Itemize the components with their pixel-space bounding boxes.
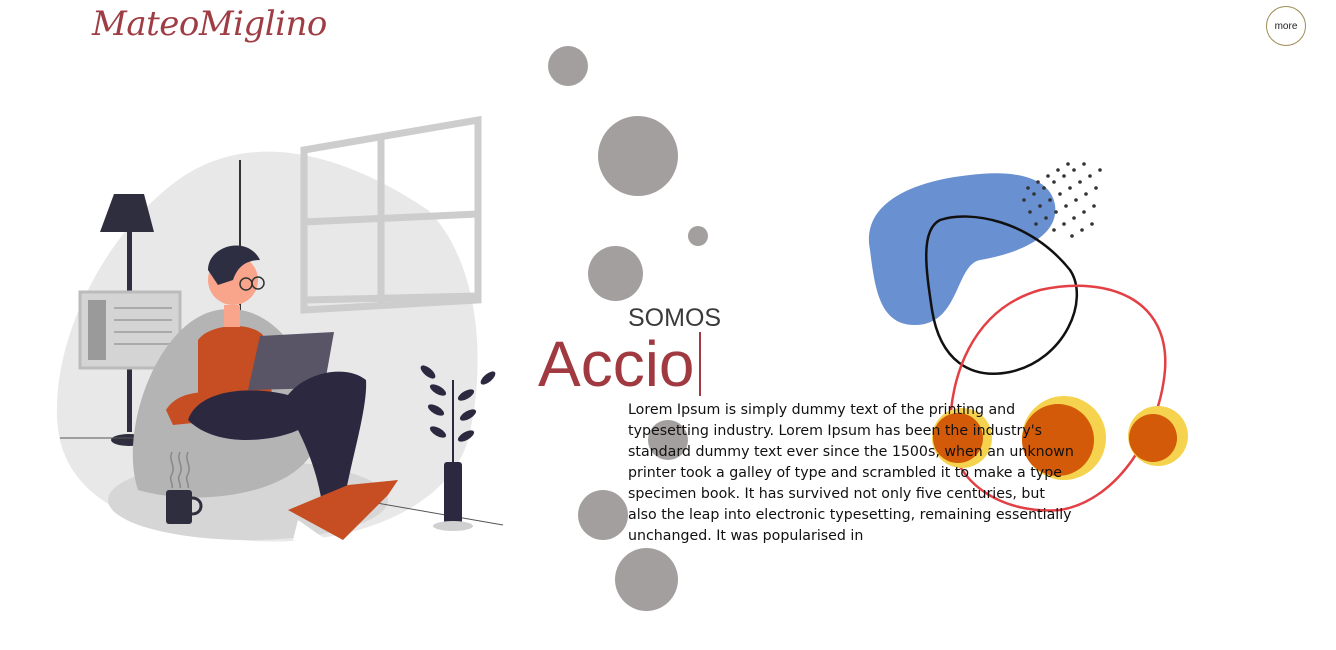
decorative-bubble bbox=[588, 246, 643, 301]
decorative-bubble bbox=[648, 420, 688, 460]
person-with-laptop-illustration bbox=[56, 115, 504, 565]
hero-eyebrow: SOMOS bbox=[628, 304, 722, 332]
decorative-bubble bbox=[548, 46, 588, 86]
typed-word: Accio bbox=[538, 328, 695, 400]
decorative-bubble bbox=[598, 116, 678, 196]
more-button[interactable]: more bbox=[1266, 6, 1306, 46]
decorative-bubble bbox=[615, 548, 678, 611]
typed-headline: Accio bbox=[538, 330, 701, 396]
decorative-bubble bbox=[578, 490, 628, 540]
decorative-bubble bbox=[688, 226, 708, 246]
typing-cursor bbox=[698, 332, 701, 396]
hero-description: Lorem Ipsum is simply dummy text of the … bbox=[628, 402, 1074, 544]
abstract-shapes-decoration bbox=[868, 162, 1188, 512]
site-logo[interactable]: MateoMiglino bbox=[92, 4, 327, 44]
typed-field-background bbox=[714, 334, 850, 396]
